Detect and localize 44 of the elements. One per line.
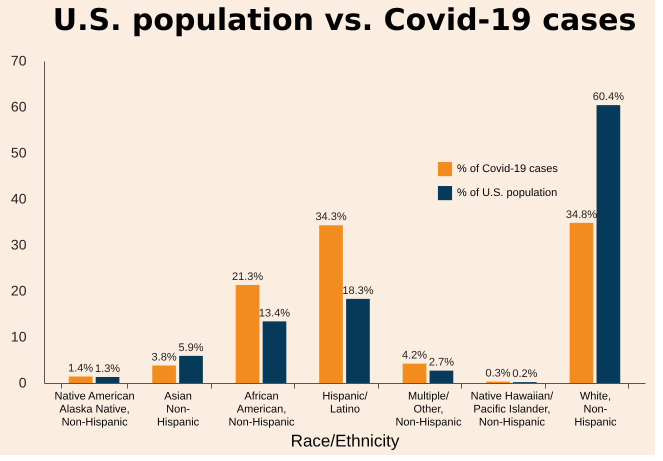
chart-title: U.S. population vs. Covid-19 cases: [52, 3, 636, 38]
x-tick-label: Native American Alaska Native, Non-Hispanic: [54, 390, 135, 428]
data-label: 1.3%: [95, 363, 120, 376]
data-label: 34.3%: [315, 211, 347, 224]
data-label: 2.7%: [428, 356, 454, 369]
bar: [68, 376, 92, 383]
data-label: 3.8%: [152, 352, 177, 364]
x-tick-label: African American, Non-Hispanic: [228, 390, 296, 428]
bar: [236, 285, 260, 383]
y-tick-label: 30: [10, 236, 27, 252]
bar: [262, 321, 286, 383]
data-label: 21.3%: [232, 271, 264, 284]
x-tick-label: Multiple/ Other, Non-Hispanic: [395, 390, 462, 428]
bar: [596, 105, 620, 383]
data-label: 0.2%: [512, 368, 538, 380]
y-tick-label: 10: [10, 328, 27, 344]
data-label: 5.9%: [178, 342, 204, 354]
bar: [152, 366, 176, 383]
data-label: 60.4%: [592, 91, 624, 104]
data-label: 4.2%: [402, 350, 428, 362]
bar: [319, 225, 343, 383]
legend-label: % of Covid-19 cases: [457, 163, 558, 176]
bar: [96, 377, 120, 383]
data-label: 1.4%: [68, 362, 94, 375]
y-tick-label: 0: [18, 374, 27, 390]
y-tick-label: 60: [10, 98, 27, 114]
x-tick-label: Asian Non- Hispanic: [156, 390, 200, 428]
x-tick-label: Native Hawaiian/ Pacific Islander, Non-Hispanic: [470, 390, 554, 428]
x-tick-label: Hispanic/ Latino: [322, 390, 369, 416]
bar: [179, 356, 203, 383]
x-tick-label: White, Non- Hispanic: [574, 390, 618, 428]
y-tick-label: 50: [10, 144, 27, 160]
legend-label: % of U.S. population: [457, 187, 558, 200]
data-label: 18.3%: [342, 284, 374, 297]
bar: [346, 298, 370, 383]
bar: [430, 370, 454, 383]
x-axis-title: Race/Ethnicity: [290, 432, 400, 450]
bar: [402, 364, 426, 383]
y-tick-label: 40: [10, 190, 27, 206]
data-label: 13.4%: [258, 307, 290, 320]
y-tick-label: 70: [10, 52, 27, 68]
bar: [570, 222, 594, 383]
y-tick-label: 20: [10, 282, 27, 298]
data-label: 0.3%: [485, 368, 511, 380]
